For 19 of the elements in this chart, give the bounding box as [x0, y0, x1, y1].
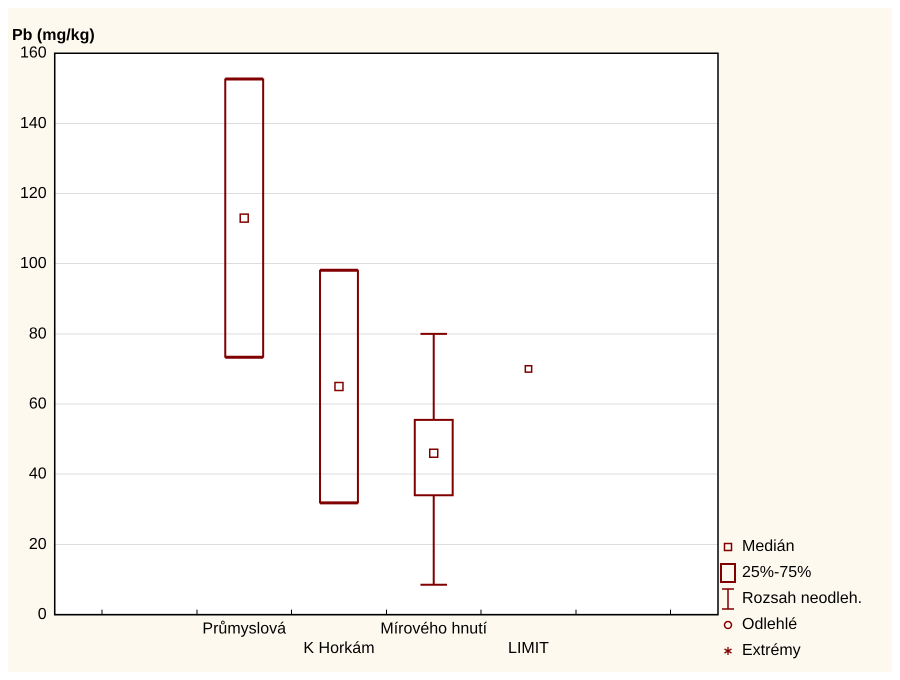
y-tick-label: 140 — [20, 114, 47, 132]
y-tick-label: 0 — [38, 606, 47, 624]
y-tick-label: 120 — [20, 184, 47, 202]
y-tick-label: 40 — [28, 466, 47, 483]
y-tick-label: 20 — [28, 536, 47, 553]
x-tick-label: Průmyslová — [202, 620, 286, 638]
text: Rozsah neodleh. — [742, 590, 862, 608]
text: 25%-75% — [742, 564, 812, 582]
y-axis-title: Pb (mg/kg) — [12, 27, 95, 44]
x-tick-label: Mírového hnutí — [380, 620, 488, 638]
y-tick-label: 60 — [28, 395, 47, 412]
x-tick-label: K Horkám — [303, 640, 375, 657]
y-tick-label: 80 — [28, 325, 47, 342]
x-tick-label: LIMIT — [508, 640, 550, 657]
text: Medián — [742, 538, 794, 556]
text: Odlehlé — [742, 616, 798, 634]
text: Extrémy — [742, 642, 801, 660]
y-tick-label: 160 — [20, 44, 47, 62]
y-tick-label: 100 — [20, 255, 47, 272]
